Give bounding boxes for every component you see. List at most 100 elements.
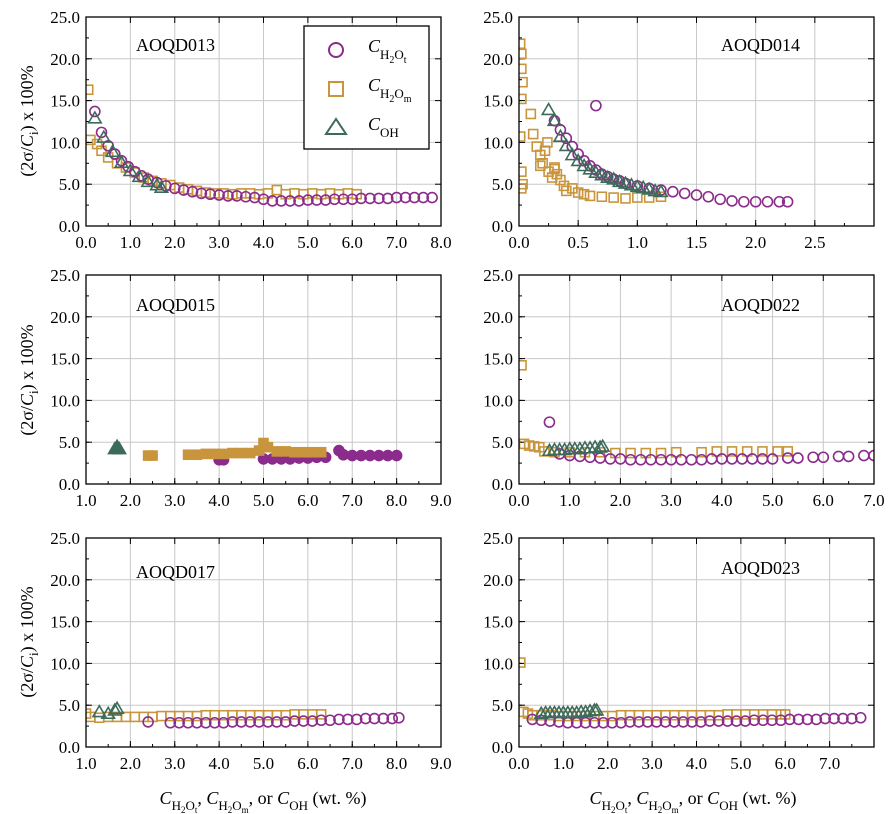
x-tick-label: 4.0: [209, 491, 230, 510]
point-h2om: [315, 709, 327, 720]
point-h2ot: [854, 711, 867, 724]
y-tick-label: 5.0: [59, 696, 80, 715]
point-h2ot: [739, 715, 752, 727]
legend-label: CH2Ot: [368, 36, 407, 66]
point-h2ot: [142, 716, 154, 728]
x-tick-label: 0.0: [508, 754, 529, 773]
point-h2om: [227, 447, 238, 459]
point-h2ot: [231, 190, 243, 202]
y-tick-label: 20.0: [483, 308, 513, 327]
panel-aoqd022: 0.0 1.0 2.0 3.0 4.0 5.0 6.0 7.0 0.0 5.0 10.0 15.0 20…: [483, 266, 884, 510]
y-tick-label: 0.0: [492, 475, 513, 494]
point-h2ot: [807, 451, 819, 464]
point-h2ot: [685, 453, 698, 466]
point-h2ot: [792, 713, 805, 726]
point-h2ot: [690, 189, 703, 201]
panel-title: AOQD013: [136, 35, 215, 55]
point-h2ot: [217, 716, 230, 729]
point-h2ot: [761, 195, 774, 208]
point-h2ot: [386, 712, 398, 725]
y-tick-label: 15.0: [50, 92, 80, 111]
legend: CH2Ot CH2Om COH: [303, 25, 430, 150]
x-tick-label: 2.0: [120, 491, 141, 510]
x-tick-label: 3.0: [642, 754, 663, 773]
point-h2ot: [262, 716, 274, 728]
point-oh: [104, 143, 121, 158]
point-oh: [594, 438, 611, 452]
point-h2ot: [315, 714, 327, 727]
point-h2om: [696, 446, 707, 458]
point-h2ot: [390, 191, 403, 204]
plot-frame: [85, 537, 442, 748]
point-h2ot: [712, 715, 725, 727]
point-h2om: [525, 108, 537, 120]
point-h2ot: [182, 716, 194, 729]
y-tick-label: 20.0: [483, 50, 513, 69]
point-h2ot: [828, 712, 840, 725]
x-tick-label: 1.0: [553, 754, 574, 773]
point-h2om: [86, 84, 94, 96]
legend-box: [303, 25, 430, 150]
point-h2ot: [390, 449, 403, 462]
legend-marker-triangle: [324, 117, 348, 135]
y-tick-label: 25.0: [50, 529, 80, 548]
x-tick-label: 8.0: [386, 754, 407, 773]
point-h2om: [200, 448, 212, 460]
point-h2ot: [342, 713, 354, 726]
point-h2om: [271, 446, 283, 457]
point-h2om: [519, 93, 527, 105]
x-tick-label: 9.0: [430, 491, 451, 510]
point-h2ot: [633, 716, 645, 728]
point-h2om: [704, 709, 716, 721]
y-tick-label: 5.0: [59, 433, 80, 452]
point-h2ot: [842, 450, 855, 463]
y-axis-title: (2σ/Ci) x 100%: [17, 324, 41, 435]
point-h2ot: [208, 716, 221, 729]
y-tick-label: 15.0: [483, 92, 513, 111]
point-h2om: [572, 187, 584, 198]
point-h2om: [519, 183, 527, 194]
x-tick-label: 1.0: [120, 233, 141, 252]
point-h2om: [534, 160, 546, 172]
point-h2ot: [837, 712, 849, 725]
point-h2ot: [293, 195, 305, 207]
axis-titles: (2σ/Ci) x 100% (2σ/Ci) x 100% (2σ/Ci) x 10…: [17, 65, 796, 814]
x-tick-label: 6.0: [775, 754, 796, 773]
point-oh: [592, 439, 608, 453]
point-oh: [122, 163, 139, 177]
point-h2ot: [702, 190, 715, 203]
plot-frame: [518, 16, 875, 227]
point-h2om: [640, 447, 652, 459]
point-h2ot: [244, 716, 256, 728]
point-oh: [588, 164, 604, 178]
point-h2ot: [235, 716, 248, 728]
x-tick-label: 2.0: [164, 233, 185, 252]
point-h2om: [620, 193, 631, 204]
point-h2ot: [748, 714, 760, 727]
point-h2ot: [846, 712, 858, 725]
point-oh: [541, 442, 558, 457]
point-h2ot: [355, 192, 367, 205]
panel-title: AOQD023: [721, 558, 800, 578]
point-h2ot: [721, 715, 734, 727]
point-h2ot: [810, 713, 823, 726]
point-h2ot: [173, 716, 185, 729]
x-tick-label: 7.0: [863, 491, 884, 510]
point-h2ot: [624, 716, 636, 728]
point-oh: [533, 705, 549, 720]
y-tick-label: 0.0: [59, 738, 80, 757]
point-h2ot: [333, 713, 345, 726]
y-tick-label: 0.0: [59, 475, 80, 494]
point-h2ot: [757, 714, 769, 727]
point-oh: [582, 161, 598, 175]
point-h2ot: [606, 716, 618, 729]
point-h2om: [298, 446, 309, 458]
point-h2ot: [650, 716, 663, 728]
x-tick-label: 5.0: [253, 491, 274, 510]
x-tick-label: 6.0: [297, 491, 318, 510]
point-h2ot: [624, 453, 637, 466]
point-h2om: [549, 163, 560, 175]
point-h2ot: [279, 716, 292, 728]
point-oh: [131, 168, 147, 183]
point-h2om: [578, 188, 590, 200]
